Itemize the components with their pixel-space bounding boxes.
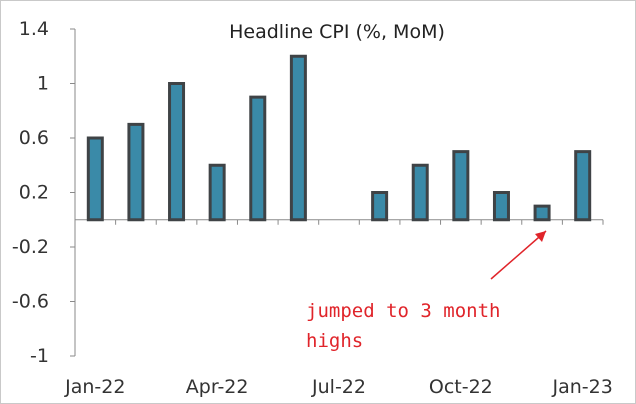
- bar-jun-22: [289, 54, 307, 222]
- bar-sep-22: [411, 163, 429, 222]
- bar-aug-22: [371, 191, 389, 222]
- bar-dec-22: [533, 204, 551, 222]
- bar-jan-23: [574, 150, 592, 222]
- bar-mar-22: [168, 82, 186, 222]
- annotation-text-line-2: highs: [306, 330, 363, 352]
- annotation-text-line-1: jumped to 3 month: [306, 300, 500, 322]
- x-tick-label: Oct-22: [429, 376, 493, 398]
- annotation: jumped to 3 month highs: [306, 230, 547, 352]
- y-tick-label: -0.6: [12, 291, 49, 313]
- annotation-arrow-head: [535, 231, 546, 242]
- y-tick-label: 1.4: [19, 18, 49, 40]
- axes: 1.4 1 0.6 0.2 -0.2 -0.6 -1 Jan-22 Apr-22 Jul-22 Oc…: [12, 18, 613, 398]
- bars: [86, 54, 592, 222]
- bar-nov-22: [492, 191, 510, 222]
- chart-title: Headline CPI (%, MoM): [229, 21, 445, 43]
- y-tick-label: 1: [37, 73, 49, 95]
- bar-jan-22: [86, 136, 104, 222]
- y-tick-label: -1: [30, 345, 49, 367]
- annotation-arrow-line: [490, 230, 547, 280]
- bar-feb-22: [127, 122, 145, 222]
- x-tick-label: Jan-22: [64, 376, 125, 398]
- bar-apr-22: [208, 163, 226, 222]
- x-tick-label: Apr-22: [186, 376, 249, 398]
- bar-may-22: [249, 95, 267, 222]
- x-tick-label: Jul-22: [311, 376, 366, 398]
- x-tick-label: Jan-23: [552, 376, 613, 398]
- y-tick-label: 0.6: [19, 127, 49, 149]
- y-tick-label: -0.2: [12, 236, 49, 258]
- bar-oct-22: [452, 150, 470, 222]
- y-tick-label: 0.2: [19, 182, 49, 204]
